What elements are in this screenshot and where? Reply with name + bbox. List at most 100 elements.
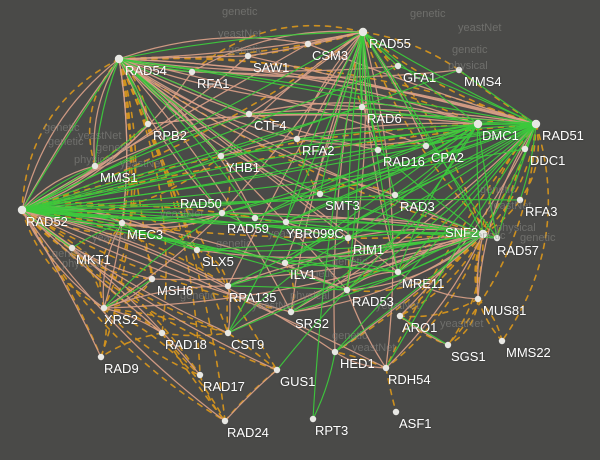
graph-edge [121,222,198,251]
graph-node-sgs1[interactable] [444,341,452,349]
graph-node-hed1[interactable] [331,348,339,356]
graph-edge [276,289,348,371]
graph-node-yhb1[interactable] [217,152,225,160]
graph-node-rad18[interactable] [158,329,166,337]
graph-edge [227,233,484,287]
graph-edge [285,123,537,223]
graph-edge [21,58,120,211]
graph-node-mms22[interactable] [498,337,506,345]
graph-edge [312,31,364,420]
graph-node-ybr099c[interactable] [282,218,290,226]
graph-edge [21,209,153,280]
graph-edge [221,212,399,273]
graph-node-xrs2[interactable] [100,304,108,312]
graph-node-rad50[interactable] [218,209,226,217]
graph-edge [346,31,364,291]
graph-node-csm3[interactable] [304,40,312,48]
edges-genetic-green-layer [21,31,537,420]
graph-node-snf2[interactable] [478,229,488,239]
graph-edge [221,31,364,214]
graph-edge [21,209,336,353]
graph-edge [227,233,484,334]
graph-node-rad57[interactable] [493,234,501,242]
nodes-layer[interactable] [17,27,541,425]
graph-edge [21,209,399,273]
graph-node-rad3[interactable] [391,191,399,199]
graph-edge [103,285,229,309]
graph-edge [21,209,73,249]
graph-node-cst9[interactable] [224,329,232,337]
graph-node-rfa3[interactable] [516,196,524,204]
graph-node-rad52[interactable] [17,205,27,215]
graph-edge [227,237,349,334]
graph-node-rim1[interactable] [344,234,352,242]
graph-node-mkt1[interactable] [68,244,76,252]
graph-edge [100,307,107,358]
graph-node-gfa1[interactable] [394,62,402,70]
graph-edge [103,307,229,334]
graph-node-rad55[interactable] [358,27,368,37]
graph-node-mms1[interactable] [91,162,99,170]
graph-edge [191,30,364,73]
graph-node-rad54[interactable] [114,54,124,64]
graph-edge [118,58,399,273]
graph-edge [118,58,363,108]
graph-node-mec3[interactable] [118,219,126,227]
graph-node-slx5[interactable] [193,246,201,254]
graph-edge [118,58,484,235]
graph-edge [21,58,120,211]
graph-node-rad16[interactable] [374,146,382,154]
graph-edge [21,209,105,309]
graph-edge [21,69,460,211]
graph-node-smt3[interactable] [316,190,324,198]
graph-node-ddc1[interactable] [521,145,529,153]
graph-node-msh6[interactable] [148,275,156,283]
graph-node-mus81[interactable] [474,295,482,303]
graph-edge [21,65,399,211]
graph-edge [21,31,364,211]
graph-node-rad9[interactable] [97,353,105,361]
graph-edge [118,58,193,73]
graph-edge [284,123,537,264]
graph-node-aro1[interactable] [396,312,404,320]
graph-edge [118,58,132,224]
graph-node-gus1[interactable] [273,366,281,374]
graph-node-ilv1[interactable] [281,259,289,267]
graph-node-rfa2[interactable] [293,135,301,143]
graph-edge [397,65,537,125]
graph-edge [248,31,364,115]
graph-node-cpa2[interactable] [422,142,430,150]
graph-node-rad59[interactable] [251,214,259,222]
graph-node-rfa1[interactable] [188,68,196,76]
graph-node-saw1[interactable] [244,52,252,60]
graph-node-mre11[interactable] [394,268,402,276]
graph-edge [334,233,484,353]
graph-edge [21,113,250,211]
graph-node-dmc1[interactable] [473,119,483,129]
graph-node-asf1[interactable] [392,408,400,416]
graph-node-rdh54[interactable] [382,364,390,372]
graph-node-rad53[interactable] [343,286,351,294]
graph-node-rpa135[interactable] [224,282,232,290]
graph-node-rpt3[interactable] [309,415,317,423]
graph-edge [334,351,387,369]
graph-edge [21,209,226,422]
graph-edge [21,209,498,239]
graph-edge [103,212,223,309]
graph-edge [394,123,479,196]
graph-node-mms4[interactable] [455,66,463,74]
graph-node-ctf4[interactable] [245,110,253,118]
graph-edge [447,298,479,346]
graph-node-rad24[interactable] [221,417,229,425]
graph-node-srs2[interactable] [287,308,295,316]
graph-node-rad51[interactable] [531,119,541,129]
graph-node-rpb2[interactable] [144,120,152,128]
graph-edge [21,209,229,334]
graph-edge [285,31,364,223]
graph-node-rad6[interactable] [358,103,366,111]
graph-edge [385,123,537,369]
graph-edge [399,315,449,346]
graph-node-rad17[interactable] [196,371,204,379]
graph-edge [394,194,484,235]
